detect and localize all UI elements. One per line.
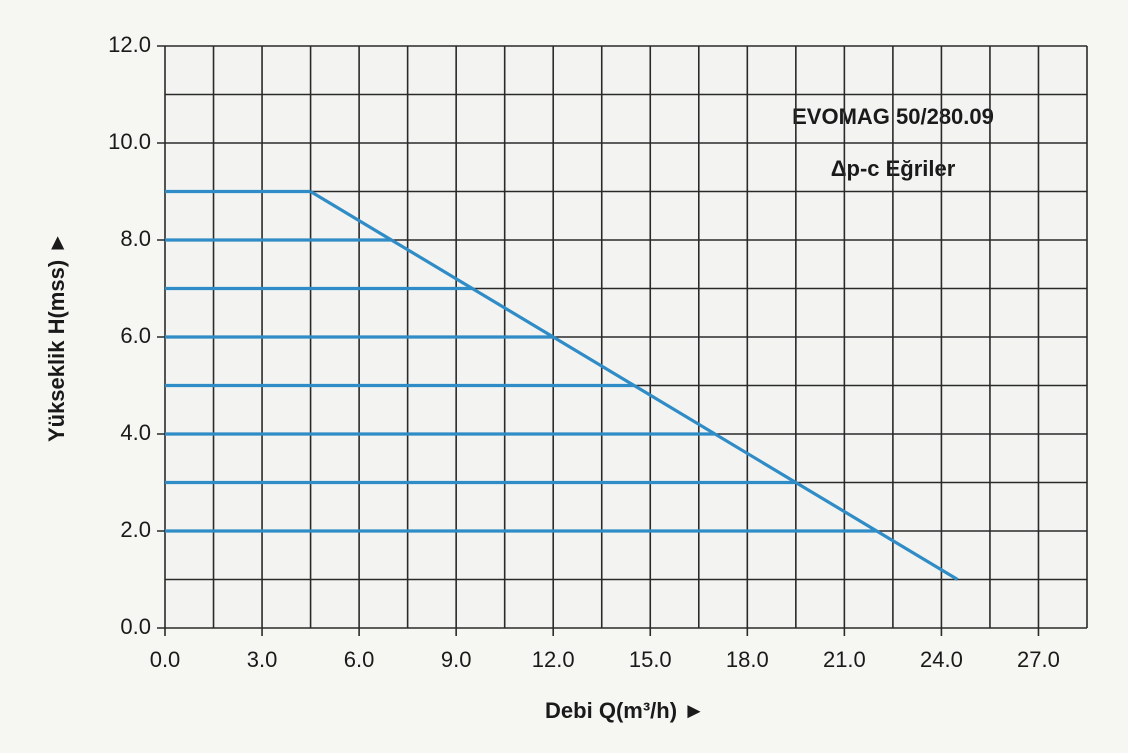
line-series [309,190,959,581]
y-tick-label: 2.0 [120,517,151,542]
x-tick-label: 3.0 [247,647,278,672]
y-tick-label: 10.0 [108,129,151,154]
x-tick-label: 6.0 [344,647,375,672]
y-tick-label: 6.0 [120,323,151,348]
x-tick-label: 24.0 [920,647,963,672]
x-tick-label: 15.0 [629,647,672,672]
x-tick-label: 18.0 [726,647,769,672]
x-tick-label: 21.0 [823,647,866,672]
y-axis-title: Yükseklik H(mss) ► [44,232,69,442]
x-axis-title: Debi Q(m³/h) ► [545,698,705,723]
y-tick-label: 12.0 [108,32,151,57]
x-tick-label: 12.0 [532,647,575,672]
y-tick-label: 4.0 [120,420,151,445]
y-tick-label: 0.0 [120,614,151,639]
y-tick-label: 8.0 [120,226,151,251]
x-tick-label: 0.0 [150,647,181,672]
x-tick-label: 9.0 [441,647,472,672]
x-tick-label: 27.0 [1017,647,1060,672]
